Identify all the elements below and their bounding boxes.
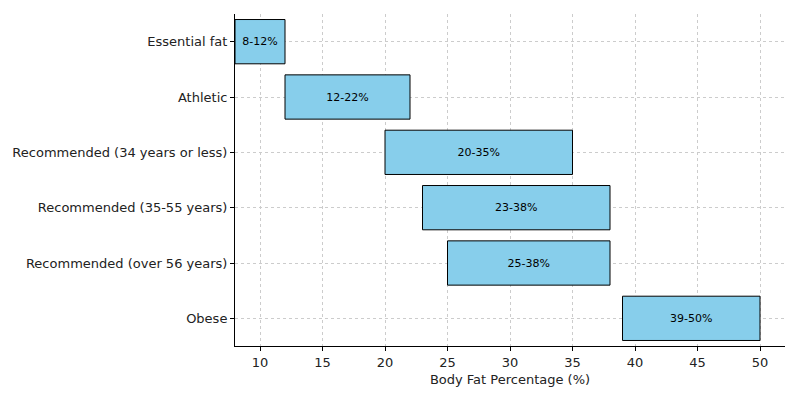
svg-text:15: 15 — [314, 355, 331, 370]
svg-text:30: 30 — [502, 355, 519, 370]
svg-text:20: 20 — [377, 355, 394, 370]
svg-text:23-38%: 23-38% — [495, 201, 537, 214]
svg-text:25-38%: 25-38% — [508, 257, 550, 270]
svg-text:Obese: Obese — [186, 311, 227, 326]
svg-text:Body Fat Percentage (%): Body Fat Percentage (%) — [430, 372, 590, 387]
svg-text:39-50%: 39-50% — [670, 312, 712, 325]
svg-text:Recommended (34 years or less): Recommended (34 years or less) — [12, 145, 227, 160]
svg-text:Essential fat: Essential fat — [147, 34, 227, 49]
svg-text:Recommended (35-55 years): Recommended (35-55 years) — [38, 200, 228, 215]
svg-text:10: 10 — [252, 355, 269, 370]
svg-text:35: 35 — [564, 355, 581, 370]
svg-text:45: 45 — [689, 355, 706, 370]
svg-text:20-35%: 20-35% — [458, 146, 500, 159]
svg-text:25: 25 — [439, 355, 456, 370]
svg-text:Athletic: Athletic — [178, 90, 227, 105]
svg-text:8-12%: 8-12% — [242, 35, 277, 48]
svg-text:12-22%: 12-22% — [326, 91, 368, 104]
svg-text:40: 40 — [627, 355, 644, 370]
svg-text:Recommended (over 56 years): Recommended (over 56 years) — [26, 256, 227, 271]
svg-text:50: 50 — [752, 355, 769, 370]
